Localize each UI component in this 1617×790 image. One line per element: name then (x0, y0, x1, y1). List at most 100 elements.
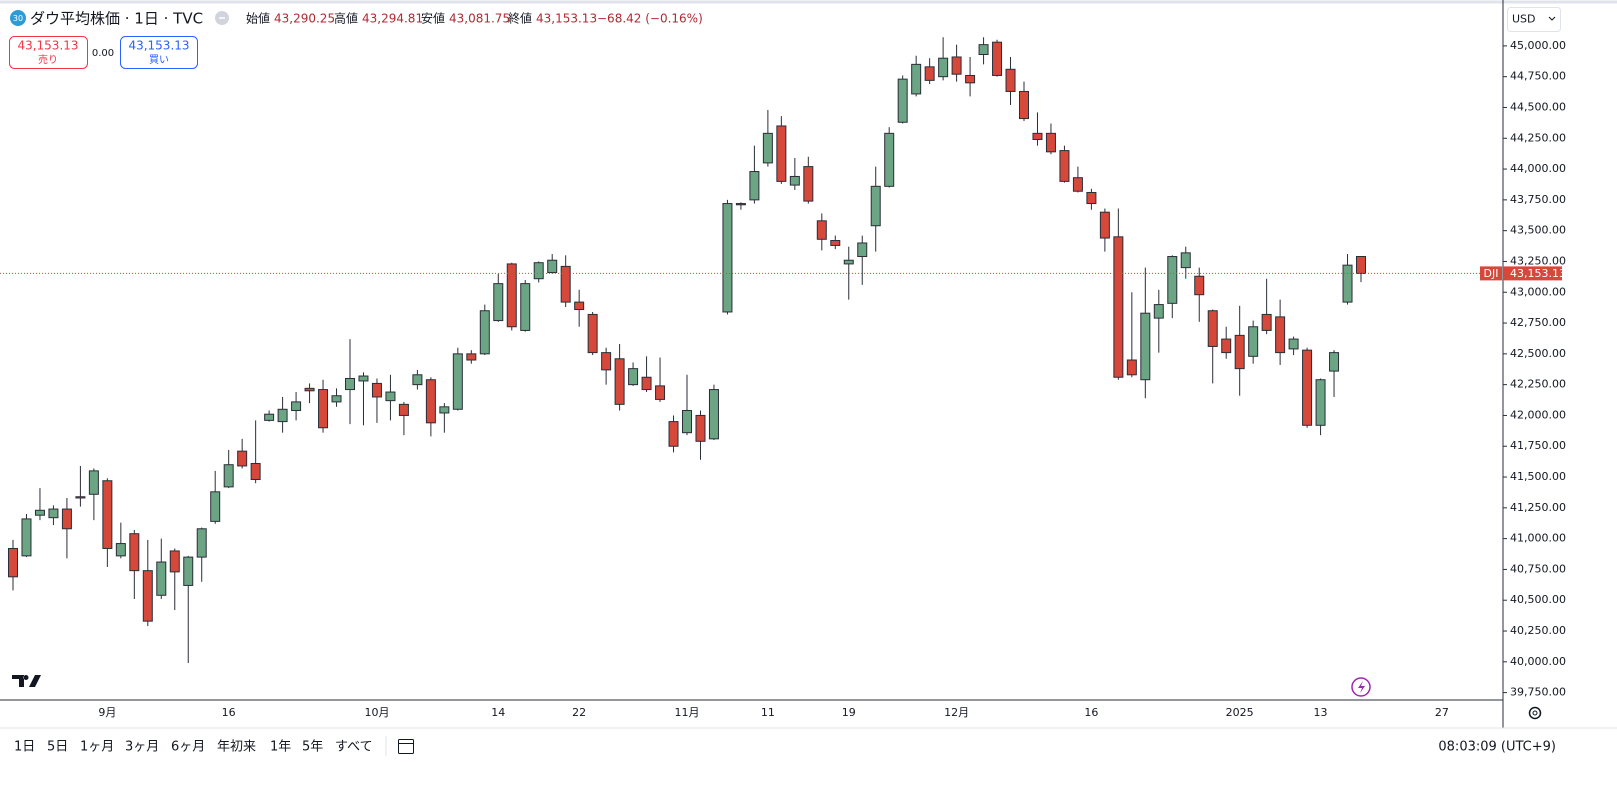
symbol-tag-label: DJI (1484, 267, 1499, 280)
range-button[interactable]: 6ヶ月 (171, 740, 205, 755)
candle-body (1315, 379, 1326, 426)
candle-body (843, 259, 854, 265)
candle-body (978, 44, 989, 56)
candle-body (1059, 150, 1070, 182)
y-tick-label: 43,000.00 (1510, 285, 1566, 298)
candle-body (1005, 68, 1016, 92)
candle-body (951, 56, 962, 75)
candle-body (304, 387, 315, 392)
range-button[interactable]: 1日 (14, 740, 35, 755)
candle-body (641, 376, 652, 391)
y-tick-label: 44,250.00 (1510, 131, 1566, 144)
sell-button[interactable] (9, 36, 88, 69)
y-tick-label: 42,000.00 (1510, 408, 1566, 421)
calendar-icon[interactable] (398, 739, 414, 754)
ohlc-label: 終値 (508, 11, 532, 26)
candle-body (1275, 316, 1286, 354)
candle-body (655, 385, 666, 400)
candle-body (924, 66, 935, 81)
candle-body (803, 166, 814, 202)
candle-body (614, 358, 625, 405)
clock[interactable]: 08:03:09 (UTC+9) (1438, 740, 1556, 755)
y-tick-label: 42,750.00 (1510, 316, 1566, 329)
candle-body (830, 240, 841, 246)
buy-button[interactable] (120, 36, 198, 69)
change: −68.42 (−0.16%) (597, 12, 703, 26)
y-tick-label: 45,000.00 (1510, 39, 1566, 52)
candle-body (682, 410, 692, 434)
y-tick-label: 43,750.00 (1510, 193, 1566, 206)
candle-body (1086, 191, 1097, 205)
range-button[interactable]: 1年 (270, 740, 291, 755)
candle-body (1113, 236, 1124, 378)
y-tick-label: 44,000.00 (1510, 162, 1566, 175)
candle-body (223, 464, 234, 488)
x-tick-label: 27 (1435, 706, 1449, 719)
candle-body (493, 283, 504, 322)
x-tick-label: 13 (1314, 706, 1328, 719)
candle-body (1045, 132, 1056, 153)
candle-body (1019, 90, 1029, 120)
candle-body (1180, 252, 1191, 269)
y-tick-label: 43,250.00 (1510, 254, 1566, 267)
candle-body (331, 395, 342, 403)
candle-body (21, 518, 32, 557)
range-button[interactable]: 5日 (47, 740, 68, 755)
settings-icon[interactable] (1528, 706, 1542, 720)
badge-text: 30 (13, 14, 23, 23)
alert-bolt (1358, 681, 1365, 693)
candles (8, 37, 1366, 664)
candle-body (291, 401, 302, 412)
candle-body (398, 403, 409, 416)
x-tick-label: 22 (572, 706, 586, 719)
candle-body (277, 408, 288, 423)
y-tick-label: 40,750.00 (1510, 562, 1566, 575)
candle-body (142, 570, 153, 622)
range-button[interactable]: 5年 (302, 740, 323, 755)
candle-body (506, 263, 517, 328)
candle-body (210, 491, 221, 522)
y-tick-label: 41,750.00 (1510, 439, 1566, 452)
candle-body (560, 265, 571, 303)
x-tick-label: 9月 (98, 706, 116, 719)
x-tick-label: 16 (222, 706, 236, 719)
x-tick-label: 11 (761, 706, 775, 719)
candle-body (196, 528, 207, 558)
candle-body (1153, 304, 1164, 319)
candle-body (1126, 359, 1137, 376)
currency-button[interactable] (1507, 7, 1561, 32)
candle-body (870, 185, 881, 227)
candle-body (695, 414, 706, 442)
candle-body (776, 125, 787, 182)
tv-logo[interactable] (12, 675, 41, 687)
candle-body (345, 377, 355, 391)
range-button[interactable]: 年初来 (217, 739, 256, 755)
symbol-title[interactable]: ダウ平均株価 · 1日 · TVC (30, 10, 203, 28)
candle-body (1221, 338, 1232, 354)
x-tick-label: 2025 (1226, 706, 1254, 719)
y-tick-label: 42,500.00 (1510, 347, 1566, 360)
candle-body (452, 353, 463, 410)
ohlc-value: 43,081.75 (449, 12, 510, 26)
candle-body (574, 301, 585, 311)
candle-body (466, 353, 477, 361)
range-button[interactable]: 3ヶ月 (125, 740, 159, 755)
x-tick-label: 10月 (364, 706, 389, 719)
y-tick-label: 40,000.00 (1510, 655, 1566, 668)
candle-body (628, 368, 639, 386)
range-button[interactable]: 1ヶ月 (80, 740, 114, 755)
candle-body (425, 379, 436, 424)
candle-body (722, 203, 733, 313)
sell-label: 売り (38, 53, 58, 66)
candle-body (1072, 177, 1083, 192)
candle-body (735, 203, 746, 206)
range-button[interactable]: すべて (335, 740, 373, 755)
candle-body (264, 413, 275, 421)
currency: USD (1512, 13, 1536, 26)
candle-body (412, 374, 423, 386)
candle-body (708, 389, 719, 440)
symbol-badge[interactable] (10, 10, 26, 26)
candle-body (1234, 334, 1245, 370)
candle-body (371, 382, 382, 398)
